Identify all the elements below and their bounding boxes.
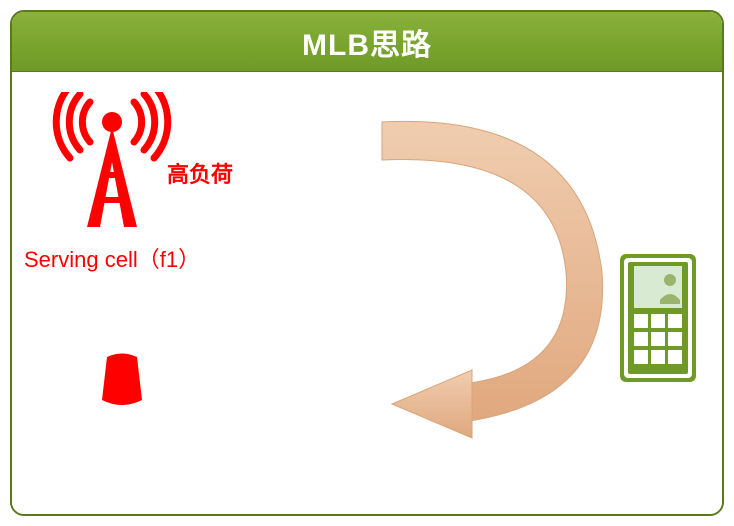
cell-tower-icon (52, 92, 182, 247)
header-title: MLB思路 (302, 20, 432, 64)
header-bar: MLB思路 (12, 12, 722, 72)
diagram-frame: MLB思路 高负荷 Serving cell（f1） (10, 10, 724, 516)
serving-cell-label: Serving cell（f1） (24, 242, 200, 274)
phone-icon (618, 252, 698, 389)
curved-arrow-icon (322, 102, 642, 462)
high-load-label: 高负荷 (167, 157, 233, 189)
small-tower-icon (87, 352, 157, 417)
diagram-content: 高负荷 Serving cell（f1） (12, 72, 722, 514)
